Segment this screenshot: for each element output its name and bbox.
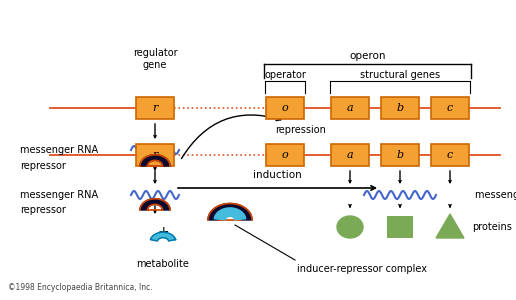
Text: a: a [347,103,353,113]
FancyBboxPatch shape [431,144,469,166]
FancyBboxPatch shape [387,216,413,238]
FancyBboxPatch shape [331,144,369,166]
Text: structural genes: structural genes [360,70,440,80]
Text: repressor: repressor [20,161,66,171]
Text: o: o [282,103,288,113]
FancyBboxPatch shape [266,144,304,166]
Polygon shape [140,155,170,166]
Text: b: b [396,103,404,113]
Text: c: c [447,150,453,160]
Text: r: r [152,103,158,113]
Text: repression: repression [275,125,326,135]
FancyBboxPatch shape [381,144,419,166]
FancyBboxPatch shape [331,97,369,119]
FancyBboxPatch shape [381,97,419,119]
Text: c: c [447,103,453,113]
Text: a: a [347,150,353,160]
Text: regulator
gene: regulator gene [133,48,178,70]
FancyBboxPatch shape [136,144,174,166]
Polygon shape [150,232,175,241]
Text: proteins: proteins [472,222,512,232]
Text: operon: operon [349,51,386,61]
Text: +: + [157,225,169,239]
Text: messenger RNA: messenger RNA [20,190,98,200]
Text: inducer-repressor complex: inducer-repressor complex [297,264,427,274]
Text: b: b [396,150,404,160]
Text: repressor: repressor [20,205,66,215]
Text: o: o [282,150,288,160]
Polygon shape [208,203,252,220]
Ellipse shape [337,216,363,238]
Text: induction: induction [253,170,302,180]
Text: messenger RNA: messenger RNA [20,145,98,155]
FancyBboxPatch shape [266,97,304,119]
FancyBboxPatch shape [431,97,469,119]
Polygon shape [140,199,170,210]
Text: r: r [152,150,158,160]
Text: operator: operator [264,70,306,80]
Polygon shape [436,214,464,238]
Text: metabolite: metabolite [137,259,189,269]
FancyBboxPatch shape [136,97,174,119]
Text: messenger RNA: messenger RNA [475,190,516,200]
Polygon shape [214,208,246,220]
Text: ©1998 Encyclopaedia Britannica, Inc.: ©1998 Encyclopaedia Britannica, Inc. [8,283,153,292]
